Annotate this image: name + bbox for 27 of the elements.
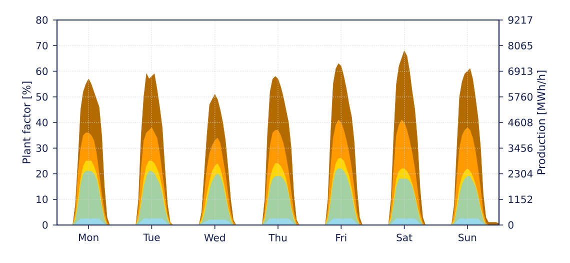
- y2-tick-label: 4608: [508, 118, 532, 126]
- y2-tick-label: 5760: [508, 93, 532, 101]
- y2-tick-label: 1152: [508, 196, 532, 204]
- x-tick-label: Mon: [79, 234, 98, 242]
- x-tick-label: Sat: [396, 234, 412, 242]
- x-tick-label: Wed: [204, 234, 225, 242]
- y-tick-label: 20: [36, 170, 48, 178]
- y-tick-label: 70: [36, 42, 48, 50]
- y2-tick-label: 2304: [508, 170, 533, 178]
- y-tick-label: 0: [42, 221, 48, 229]
- y2-tick-label: 9217: [508, 16, 532, 24]
- y-tick-label: 80: [36, 16, 48, 24]
- y-tick-label: 40: [36, 118, 48, 126]
- y2-tick-label: 8065: [508, 42, 532, 50]
- y2-tick-label: 6913: [508, 67, 532, 76]
- x-tick-label: Fri: [336, 234, 346, 242]
- y2-tick-label: 3456: [508, 144, 533, 152]
- y-tick-label: 10: [36, 196, 48, 204]
- y2-tick-label: 0: [508, 221, 514, 229]
- x-tick-label: Tue: [143, 234, 160, 242]
- x-tick-label: Thu: [268, 234, 286, 242]
- y2-axis-title: Production [MWh/h]: [536, 70, 546, 174]
- y-tick-label: 50: [36, 93, 48, 101]
- y-axis-title: Plant factor [%]: [22, 82, 32, 164]
- y-tick-label: 60: [36, 67, 48, 76]
- y-tick-label: 30: [36, 144, 48, 152]
- x-tick-label: Sun: [458, 234, 476, 242]
